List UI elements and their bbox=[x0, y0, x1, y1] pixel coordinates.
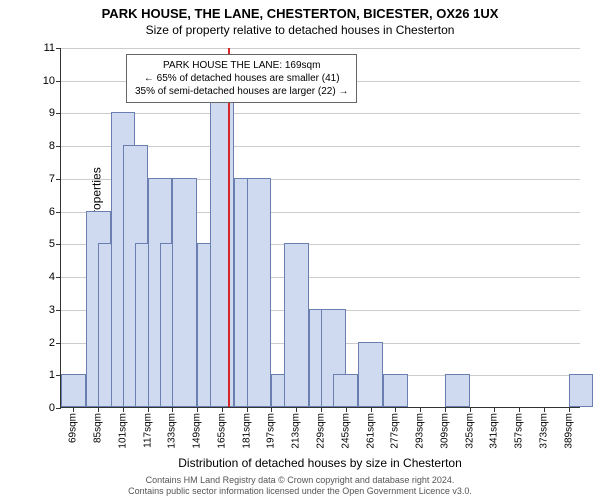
xtick-label: 149sqm bbox=[192, 413, 203, 449]
xtick-label: 69sqm bbox=[68, 413, 79, 443]
xtick-mark bbox=[470, 407, 471, 412]
xtick-mark bbox=[544, 407, 545, 412]
chart-subtitle: Size of property relative to detached ho… bbox=[0, 21, 600, 37]
xtick-label: 85sqm bbox=[93, 413, 104, 443]
xtick-mark bbox=[420, 407, 421, 412]
xtick-label: 245sqm bbox=[340, 413, 351, 449]
ytick-label: 7 bbox=[49, 173, 55, 185]
ytick-mark bbox=[56, 310, 61, 311]
ytick-mark bbox=[56, 343, 61, 344]
ytick-mark bbox=[56, 408, 61, 409]
histogram-bar bbox=[61, 374, 86, 407]
histogram-bar bbox=[569, 374, 594, 407]
chart-title: PARK HOUSE, THE LANE, CHESTERTON, BICEST… bbox=[0, 0, 600, 21]
xtick-mark bbox=[569, 407, 570, 412]
footer-line: Contains public sector information licen… bbox=[8, 486, 592, 497]
xtick-label: 357sqm bbox=[514, 413, 525, 449]
xtick-label: 341sqm bbox=[489, 413, 500, 449]
footer: Contains HM Land Registry data © Crown c… bbox=[0, 475, 600, 497]
xtick-mark bbox=[197, 407, 198, 412]
gridline bbox=[61, 113, 580, 114]
ytick-mark bbox=[56, 146, 61, 147]
xtick-mark bbox=[123, 407, 124, 412]
ytick-label: 6 bbox=[49, 206, 55, 218]
ytick-label: 5 bbox=[49, 238, 55, 250]
xtick-mark bbox=[395, 407, 396, 412]
xtick-mark bbox=[73, 407, 74, 412]
annotation-line: ← 65% of detached houses are smaller (41… bbox=[135, 72, 348, 85]
histogram-bar bbox=[358, 342, 383, 407]
xtick-label: 293sqm bbox=[415, 413, 426, 449]
annotation-line: 35% of semi-detached houses are larger (… bbox=[135, 85, 348, 98]
ytick-mark bbox=[56, 277, 61, 278]
xtick-mark bbox=[519, 407, 520, 412]
annotation-box: PARK HOUSE THE LANE: 169sqm ← 65% of det… bbox=[126, 54, 357, 103]
ytick-mark bbox=[56, 48, 61, 49]
histogram-bar bbox=[284, 243, 309, 407]
xtick-label: 197sqm bbox=[266, 413, 277, 449]
ytick-label: 10 bbox=[43, 75, 55, 87]
ytick-label: 9 bbox=[49, 107, 55, 119]
xtick-label: 389sqm bbox=[563, 413, 574, 449]
xtick-mark bbox=[321, 407, 322, 412]
ytick-label: 1 bbox=[49, 369, 55, 381]
ytick-mark bbox=[56, 113, 61, 114]
histogram-bar bbox=[333, 374, 358, 407]
xtick-label: 133sqm bbox=[167, 413, 178, 449]
ytick-label: 3 bbox=[49, 304, 55, 316]
xtick-mark bbox=[271, 407, 272, 412]
ytick-mark bbox=[56, 179, 61, 180]
gridline bbox=[61, 48, 580, 49]
xtick-mark bbox=[346, 407, 347, 412]
xtick-mark bbox=[371, 407, 372, 412]
xtick-mark bbox=[148, 407, 149, 412]
ytick-label: 8 bbox=[49, 140, 55, 152]
xtick-label: 229sqm bbox=[316, 413, 327, 449]
xtick-label: 117sqm bbox=[142, 413, 153, 448]
xtick-label: 261sqm bbox=[365, 413, 376, 449]
histogram-bar bbox=[172, 178, 197, 407]
ytick-label: 0 bbox=[49, 402, 55, 414]
xtick-mark bbox=[98, 407, 99, 412]
ytick-mark bbox=[56, 81, 61, 82]
histogram-bar bbox=[383, 374, 408, 407]
xtick-mark bbox=[222, 407, 223, 412]
annotation-line: PARK HOUSE THE LANE: 169sqm bbox=[135, 59, 348, 72]
ytick-label: 4 bbox=[49, 271, 55, 283]
xtick-mark bbox=[445, 407, 446, 412]
histogram-bar bbox=[445, 374, 470, 407]
histogram-bar bbox=[247, 178, 272, 407]
xtick-label: 325sqm bbox=[464, 413, 475, 449]
xtick-label: 165sqm bbox=[216, 413, 227, 449]
ytick-mark bbox=[56, 212, 61, 213]
ytick-mark bbox=[56, 244, 61, 245]
xtick-label: 277sqm bbox=[390, 413, 401, 449]
ytick-label: 11 bbox=[44, 42, 55, 54]
xtick-label: 213sqm bbox=[291, 413, 302, 449]
chart-container: PARK HOUSE, THE LANE, CHESTERTON, BICEST… bbox=[0, 0, 600, 500]
xtick-mark bbox=[296, 407, 297, 412]
xtick-label: 309sqm bbox=[439, 413, 450, 449]
xtick-mark bbox=[494, 407, 495, 412]
footer-line: Contains HM Land Registry data © Crown c… bbox=[8, 475, 592, 486]
x-axis-label: Distribution of detached houses by size … bbox=[60, 456, 580, 470]
xtick-label: 181sqm bbox=[241, 413, 252, 449]
ytick-label: 2 bbox=[49, 337, 55, 349]
xtick-mark bbox=[172, 407, 173, 412]
xtick-label: 101sqm bbox=[117, 413, 128, 449]
xtick-mark bbox=[247, 407, 248, 412]
chart-area: 0123456789101169sqm85sqm101sqm117sqm133s… bbox=[60, 48, 580, 408]
xtick-label: 373sqm bbox=[538, 413, 549, 449]
histogram-bar bbox=[210, 80, 235, 407]
